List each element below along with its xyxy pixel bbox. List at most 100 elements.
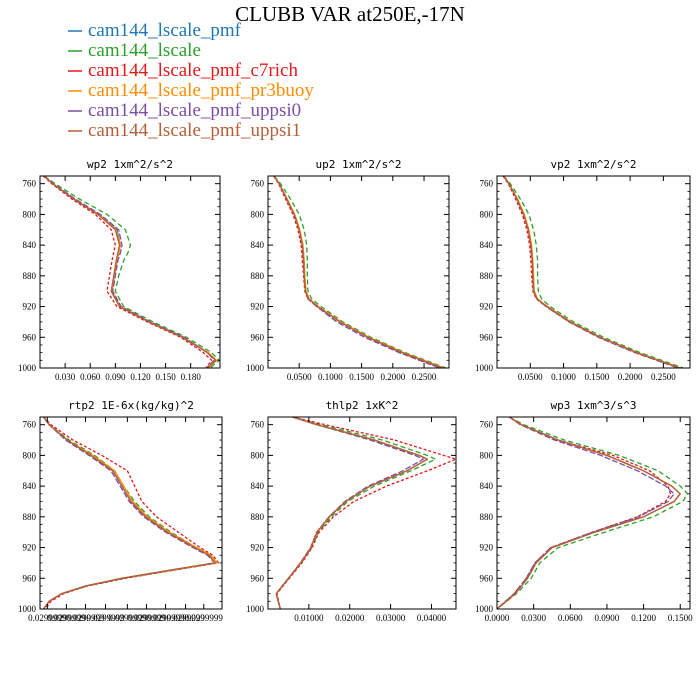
y-tick-label: 880 (23, 271, 37, 281)
series-group (43, 417, 220, 609)
y-tick-label: 800 (23, 209, 37, 219)
y-tick-label: 920 (480, 543, 494, 553)
y-tick-label: 960 (251, 332, 265, 342)
x-tick-label: 0.1500 (349, 372, 374, 382)
legend-label: cam144_lscale_pmf_c7rich (88, 60, 298, 81)
y-tick-label: 840 (251, 481, 265, 491)
series-line (503, 176, 681, 368)
y-tick-label: 920 (251, 302, 265, 312)
x-tick-label: 0.0299999 (166, 613, 205, 623)
series-line (273, 176, 440, 368)
chart-panel: thlp2 1xK^2 760 800 840 880 920 960 1000 0.01000… (246, 399, 457, 623)
y-tick-label: 960 (480, 573, 494, 583)
legend-label: cam144_lscale_pmf_uppsi1 (88, 120, 301, 141)
legend-item: cam144_lscale_pmf_pr3buoy (68, 80, 314, 101)
y-tick-label: 880 (251, 512, 265, 522)
x-tick-label: 0.0299999 (28, 613, 67, 623)
legend-item: cam144_lscale_pmf_uppsi0 (68, 100, 301, 121)
y-tick-label: 880 (480, 271, 494, 281)
x-tick-label: 0.0299999 (108, 613, 147, 623)
y-tick-label: 1000 (18, 604, 37, 614)
y-tick-label: 760 (480, 179, 494, 189)
x-tick-label: 0.2000 (380, 372, 405, 382)
x-tick-label: 0.030 (55, 372, 76, 382)
y-tick-label: 880 (23, 512, 37, 522)
y-tick-label: 800 (480, 209, 494, 219)
series-group (275, 417, 456, 609)
series-line (42, 176, 213, 368)
legend-item: cam144_lscale_pmf_c7rich (68, 60, 298, 81)
chart-panel: up2 1xm^2/s^2 760 800 840 880 920 960 1000 0.050… (246, 158, 450, 382)
series-line (43, 176, 217, 368)
series-line (503, 176, 681, 368)
panel-title: thlp2 1xK^2 (326, 399, 399, 412)
series-line (276, 417, 456, 609)
x-tick-label: 0.2500 (651, 372, 676, 382)
x-tick-label: 0.0500 (287, 372, 312, 382)
y-tick-label: 920 (480, 302, 494, 312)
y-tick-label: 760 (251, 179, 265, 189)
panel-title: wp2 1xm^2/s^2 (87, 158, 173, 171)
series-line (43, 176, 220, 368)
series-line (503, 176, 681, 368)
y-tick-label: 880 (480, 512, 494, 522)
series-line (273, 176, 442, 368)
y-tick-label: 760 (23, 420, 37, 430)
chart-panel: vp2 1xm^2/s^2 760 800 840 880 920 960 1000 0.050… (475, 158, 691, 382)
series-group (42, 176, 220, 368)
y-tick-label: 800 (251, 209, 265, 219)
x-tick-label: 0.0299999 (146, 613, 185, 623)
series-line (43, 417, 216, 609)
panel-title: rtp2 1E-6x(kg/kg)^2 (68, 399, 194, 412)
series-line (275, 417, 429, 609)
x-tick-label: 0.180 (181, 372, 202, 382)
y-tick-label: 800 (23, 450, 37, 460)
panel-title: vp2 1xm^2/s^2 (550, 158, 636, 171)
x-tick-label: 0.1500 (668, 613, 693, 623)
x-tick-label: 0.1500 (584, 372, 609, 382)
y-tick-label: 880 (251, 271, 265, 281)
legend-item: cam144_lscale (68, 40, 201, 61)
x-tick-label: 0.0299999 (66, 613, 105, 623)
chart-panel: rtp2 1E-6x(kg/kg)^2 760 800 840 880 920 960 100… (18, 399, 223, 623)
y-tick-label: 1000 (246, 604, 265, 614)
series-line (503, 176, 684, 368)
y-tick-label: 840 (23, 481, 37, 491)
legend-label: cam144_lscale_pmf_uppsi0 (88, 100, 301, 121)
chart-panel: wp3 1xm^3/s^3 760 800 840 880 920 960 10000.000… (475, 399, 693, 623)
x-tick-label: 0.0299999 (185, 613, 224, 623)
series-line (43, 417, 220, 609)
panels: wp2 1xm^2/s^2 760 800 840 880 920 960 1000 0.030… (18, 158, 693, 623)
series-line (43, 176, 217, 368)
x-tick-label: 0.0299999 (127, 613, 166, 623)
series-line (43, 417, 218, 609)
series-line (43, 176, 218, 368)
y-tick-label: 920 (23, 543, 37, 553)
y-tick-label: 920 (23, 302, 37, 312)
x-tick-label: 0.120 (130, 372, 151, 382)
y-tick-label: 760 (23, 179, 37, 189)
x-tick-label: 0.01000 (294, 613, 324, 623)
x-tick-label: 0.1000 (318, 372, 343, 382)
legend: cam144_lscale_pmfcam144_lscalecam144_lsc… (68, 20, 314, 141)
y-tick-label: 840 (480, 240, 494, 250)
legend-item: cam144_lscale_pmf (68, 20, 242, 41)
y-tick-label: 800 (251, 450, 265, 460)
plot-frame (39, 175, 221, 369)
x-tick-label: 0.0600 (558, 613, 583, 623)
y-tick-label: 920 (251, 543, 265, 553)
series-line (273, 176, 444, 368)
series-line (43, 417, 216, 609)
x-tick-label: 0.04000 (417, 613, 447, 623)
x-tick-label: 0.0300 (521, 613, 546, 623)
legend-label: cam144_lscale_pmf_pr3buoy (88, 80, 314, 101)
x-tick-label: 0.2500 (412, 372, 437, 382)
x-tick-label: 0.0000 (485, 613, 510, 623)
x-tick-label: 0.090 (105, 372, 126, 382)
plot-frame (496, 416, 691, 610)
series-group (502, 176, 684, 368)
y-tick-label: 960 (251, 573, 265, 583)
x-tick-label: 0.03000 (376, 613, 406, 623)
series-line (273, 176, 447, 368)
